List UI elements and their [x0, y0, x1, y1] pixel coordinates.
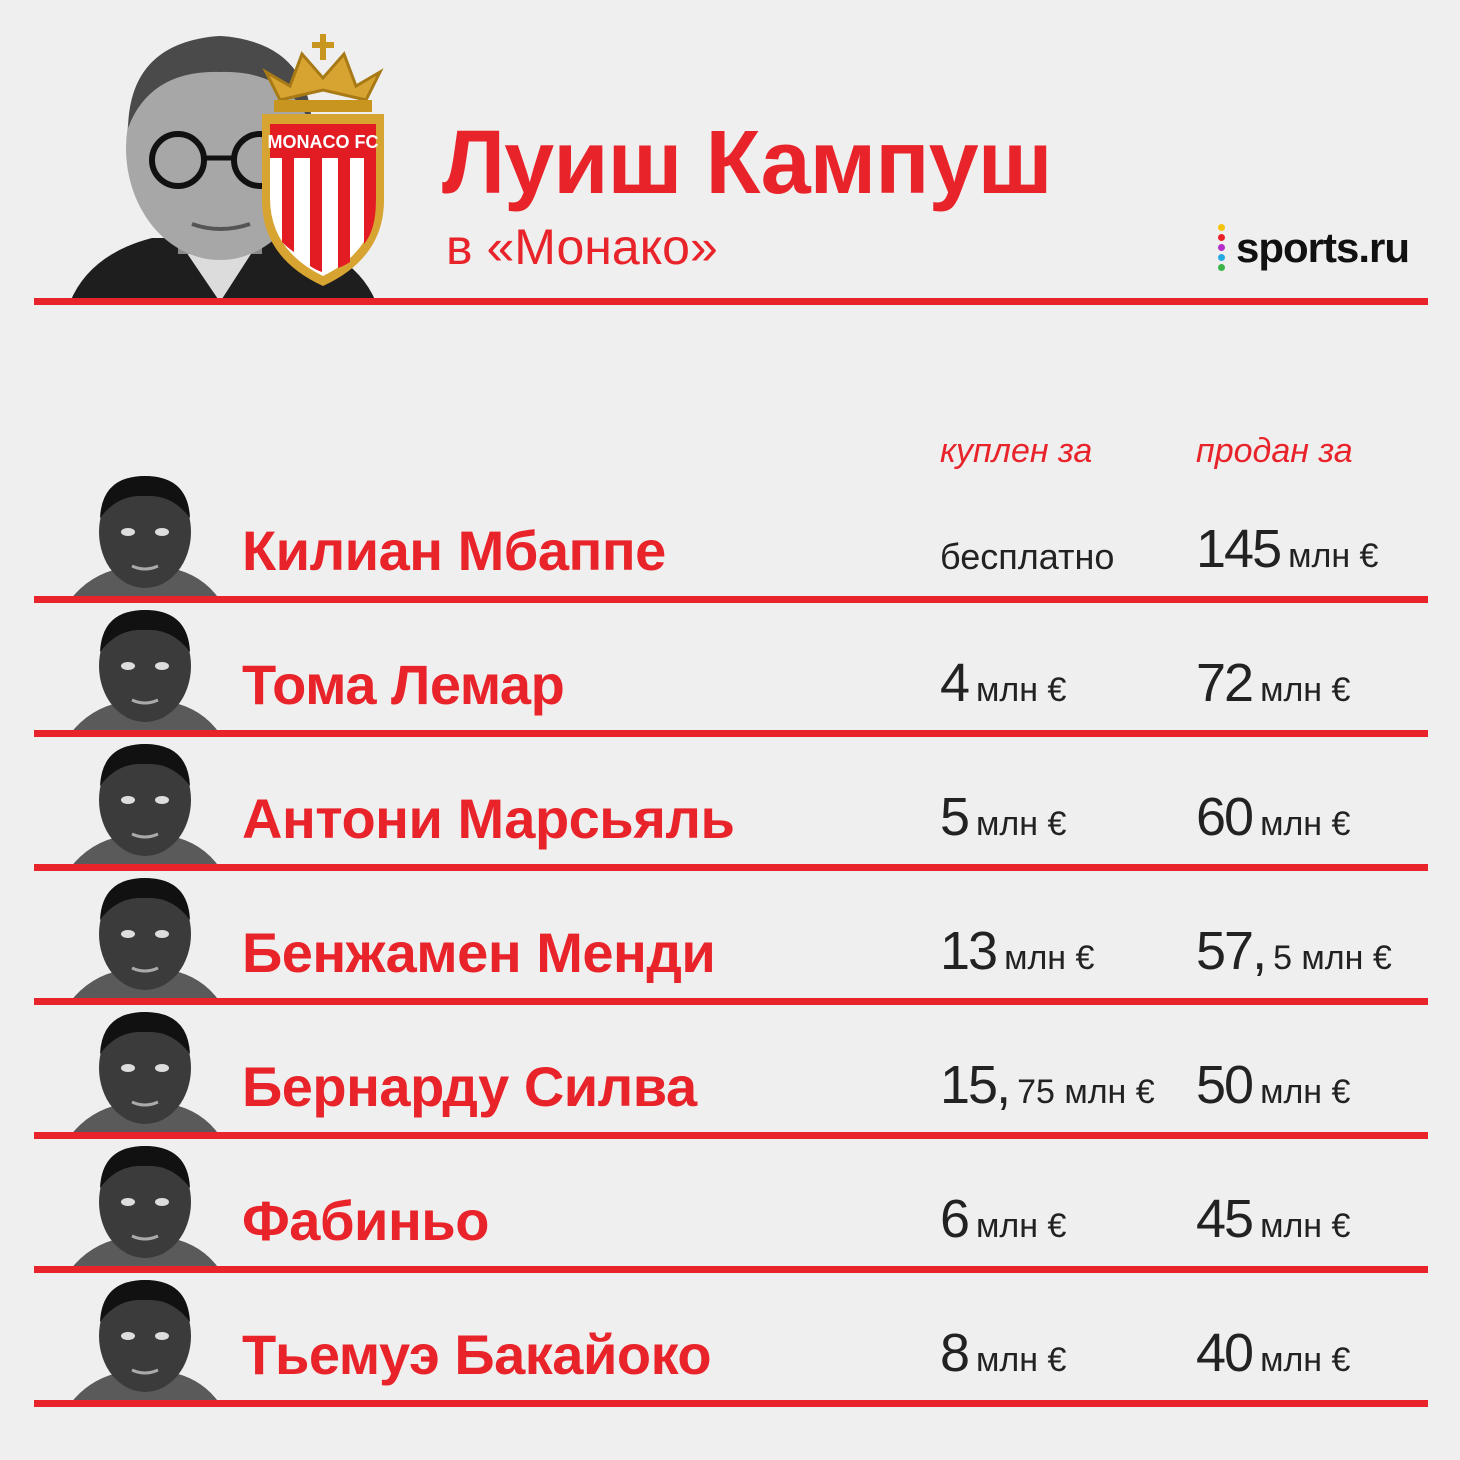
- bought-price-unit: млн €: [976, 1207, 1067, 1245]
- bought-price-unit: млн €: [976, 1341, 1067, 1379]
- sold-price-value: 145: [1196, 519, 1282, 579]
- bought-price-unit: млн €: [976, 805, 1067, 843]
- bought-price: 8 млн €: [940, 1322, 1066, 1384]
- row-divider: [34, 998, 1428, 1005]
- player-name: Килиан Мбаппе: [242, 519, 666, 582]
- row-divider: [34, 1400, 1428, 1407]
- sold-price: 145 млн €: [1196, 518, 1378, 580]
- sold-price-value: 40: [1196, 1323, 1254, 1383]
- sold-price-value: 50: [1196, 1055, 1254, 1115]
- player-name: Антони Марсьяль: [242, 787, 735, 850]
- player-row: Бенжамен Менди 13 млн € 57, 5 млн €: [0, 868, 1460, 1002]
- header-divider: [34, 298, 1428, 305]
- player-row: Фабиньо 6 млн €45 млн €: [0, 1136, 1460, 1270]
- player-row: Бернарду Силва 15, 75 млн € 50 млн €: [0, 1002, 1460, 1136]
- sold-price: 57, 5 млн €: [1196, 920, 1392, 982]
- player-name: Бенжамен Менди: [242, 921, 716, 984]
- sold-price-value: 60: [1196, 787, 1254, 847]
- player-name: Фабиньо: [242, 1189, 489, 1252]
- bought-price: 15, 75 млн €: [940, 1054, 1155, 1116]
- bought-price: 6 млн €: [940, 1188, 1066, 1250]
- bought-price: 5 млн €: [940, 786, 1066, 848]
- sold-price-value: 57,: [1196, 921, 1267, 981]
- player-row: Антони Марсьяль 5 млн €60 млн €: [0, 734, 1460, 868]
- bought-price: 4 млн €: [940, 652, 1066, 714]
- row-divider: [34, 596, 1428, 603]
- page-subtitle: в «Монако»: [446, 219, 718, 275]
- sold-price-unit: млн €: [1260, 1207, 1351, 1245]
- row-divider: [34, 1266, 1428, 1273]
- sold-price: 60 млн €: [1196, 786, 1350, 848]
- bought-price-value: 13: [940, 921, 998, 981]
- bought-price-text: бесплатно: [940, 536, 1115, 577]
- player-name: Бернарду Силва: [242, 1055, 697, 1118]
- player-photo: [70, 744, 220, 868]
- sold-price-unit: млн €: [1260, 1341, 1351, 1379]
- bought-price-unit: млн €: [1004, 939, 1095, 977]
- player-photo: [70, 1012, 220, 1136]
- brand-logo: sports.ru: [1218, 222, 1410, 274]
- player-name: Тома Лемар: [242, 653, 565, 716]
- sold-price-unit: млн €: [1260, 671, 1351, 709]
- player-name: Тьемуэ Бакайоко: [242, 1323, 712, 1386]
- player-photo: [70, 878, 220, 1002]
- row-divider: [34, 1132, 1428, 1139]
- brand-name: sports.ru: [1236, 224, 1410, 271]
- sold-price-unit: млн €: [1260, 1073, 1351, 1111]
- sold-price-unit: млн €: [1288, 537, 1379, 575]
- bought-price: 13 млн €: [940, 920, 1094, 982]
- bought-price-value: 15,: [940, 1055, 1011, 1115]
- bought-price-value: 8: [940, 1323, 970, 1383]
- column-header-bought: куплен за: [940, 432, 1093, 470]
- bought-price-unit: млн €: [976, 671, 1067, 709]
- monaco-crest-logo: MONACO FC: [262, 34, 384, 286]
- row-divider: [34, 730, 1428, 737]
- bought-price-value: 6: [940, 1189, 970, 1249]
- sold-price: 50 млн €: [1196, 1054, 1350, 1116]
- sold-price-value: 72: [1196, 653, 1254, 713]
- page-title: Луиш Кампуш: [442, 113, 1053, 213]
- bought-price-value: 5: [940, 787, 970, 847]
- sold-price: 45 млн €: [1196, 1188, 1350, 1250]
- player-row: Килиан Мбаппе бесплатно 145 млн €: [0, 466, 1460, 600]
- player-photo: [70, 610, 220, 734]
- column-header-sold: продан за: [1196, 432, 1353, 470]
- sold-price: 72 млн €: [1196, 652, 1350, 714]
- bought-price-value: 4: [940, 653, 970, 713]
- bought-price: бесплатно: [940, 536, 1114, 578]
- player-photo: [70, 1280, 220, 1404]
- player-photo: [70, 1146, 220, 1270]
- sold-price-value: 45: [1196, 1189, 1254, 1249]
- row-divider: [34, 864, 1428, 871]
- bought-price-unit: 75 млн €: [1017, 1073, 1155, 1111]
- player-row: Тома Лемар 4 млн €72 млн €: [0, 600, 1460, 734]
- player-photo: [70, 476, 220, 600]
- brand-dots-icon: [1218, 224, 1226, 272]
- sold-price-unit: 5 млн €: [1273, 939, 1392, 977]
- sold-price-unit: млн €: [1260, 805, 1351, 843]
- sold-price: 40 млн €: [1196, 1322, 1350, 1384]
- crest-text: MONACO FC: [268, 132, 379, 152]
- player-row: Тьемуэ Бакайоко 8 млн €40 млн €: [0, 1270, 1460, 1404]
